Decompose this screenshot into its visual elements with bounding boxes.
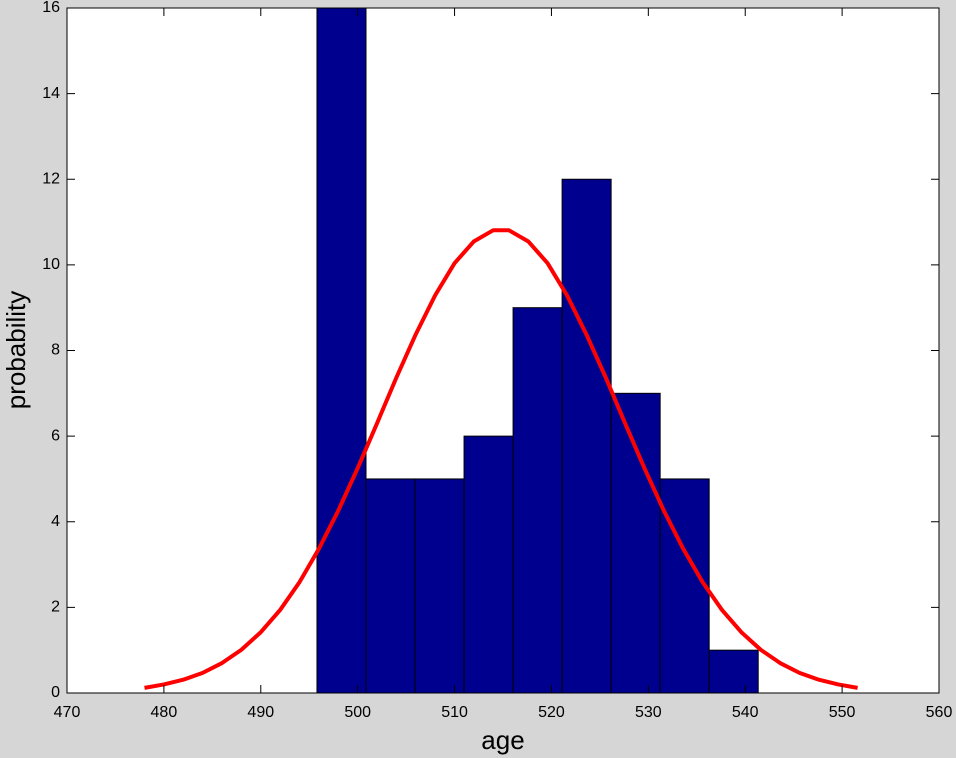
bar [512,307,563,694]
y-tick-label: 8 [51,342,60,359]
x-tick-label: 530 [635,704,662,721]
x-tick-label: 500 [344,704,371,721]
y-tick-label: 16 [42,0,60,16]
bar [659,478,710,694]
y-tick-label: 10 [42,256,60,273]
y-tick-label: 2 [51,599,60,616]
x-tick-label: 560 [926,704,953,721]
bar [610,392,661,694]
y-tick-label: 6 [51,427,60,444]
x-tick-label: 550 [829,704,856,721]
bar [414,478,465,694]
y-tick-label: 12 [42,170,60,187]
fit-curve [144,228,858,690]
x-tick-label: 480 [151,704,178,721]
x-tick-label: 490 [247,704,274,721]
x-tick-label: 510 [441,704,468,721]
bar [316,7,367,694]
x-axis-label: age [481,725,524,755]
y-tick-label: 0 [51,684,60,701]
y-tick-label: 14 [42,85,60,102]
bar [463,435,514,694]
x-tick-label: 540 [732,704,759,721]
x-tick-label: 520 [538,704,565,721]
bar [365,478,416,694]
x-tick-label: 470 [54,704,81,721]
y-axis-label: probability [1,291,31,410]
y-tick-label: 4 [51,513,60,530]
bar [708,649,759,694]
bar [561,178,612,694]
